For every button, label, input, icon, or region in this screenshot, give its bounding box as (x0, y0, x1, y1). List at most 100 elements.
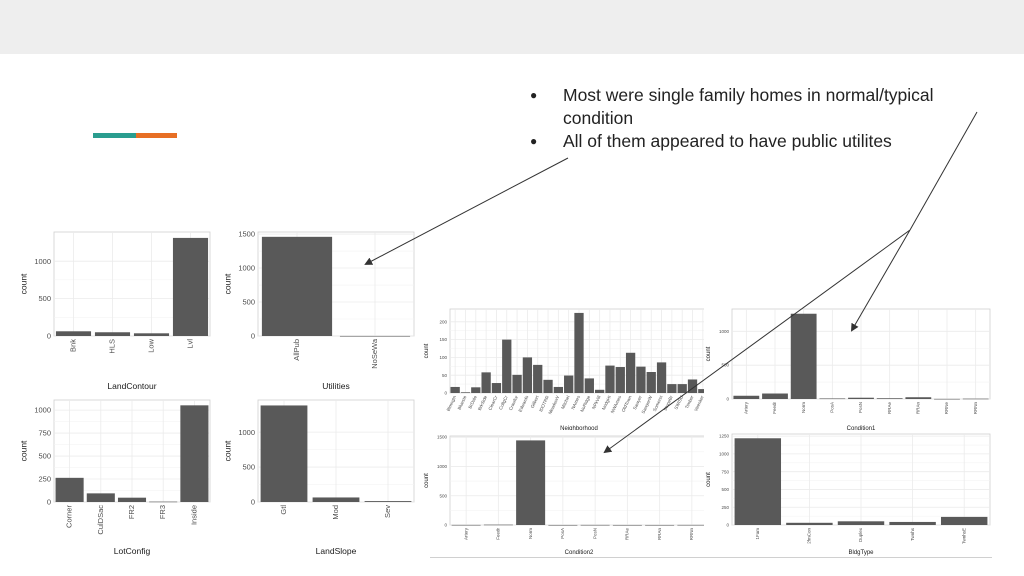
x-tick-label: Gtl (279, 505, 288, 515)
y-axis-label: count (424, 473, 430, 488)
x-tick-label: FR3 (158, 505, 167, 519)
y-tick-label: 500 (242, 298, 255, 307)
x-tick-label: Low (146, 338, 155, 352)
y-tick-label: 150 (439, 337, 447, 342)
x-axis-label: Utilities (322, 381, 349, 391)
y-tick-label: 0 (726, 397, 729, 402)
x-tick-label: Inside (189, 505, 198, 525)
bar-norm (516, 440, 546, 525)
x-tick-label: RRAn (657, 528, 662, 541)
bar-corner (55, 477, 84, 502)
bar-lvl (172, 237, 209, 336)
x-tick-label: SWISU (673, 395, 684, 410)
plot-panel (449, 435, 709, 526)
y-axis-label: count (19, 440, 29, 461)
y-tick-label: 1000 (437, 464, 448, 469)
x-tick-label: BrDale (467, 394, 478, 409)
bar-stonebr (667, 384, 677, 393)
bar-fr2 (117, 497, 147, 502)
bar-allpub (261, 236, 333, 336)
y-axis-label: count (706, 472, 712, 487)
x-axis-label: Condition2 (565, 550, 594, 556)
y-axis-label: count (19, 273, 29, 294)
bar-somerst (656, 362, 667, 393)
x-tick-label: 1Fam (755, 528, 760, 540)
x-tick-label: Artery (463, 527, 468, 540)
chart-condition1: 0 500 1000 Artery Feedr Norm PosA PosN RRAe RRAn R… (704, 305, 994, 433)
x-axis-label: BldgType (848, 550, 874, 556)
chart-svg: 0 500 1000 1500 AllPub NoSeWa Utilities count (223, 230, 415, 391)
x-tick-label: Twnhs (910, 527, 915, 541)
y-tick-label: 0 (47, 332, 51, 341)
bar-posa (819, 398, 846, 400)
x-tick-label: PosA (830, 402, 835, 413)
x-tick-label: Lvl (185, 339, 194, 349)
bar-rran (645, 524, 675, 526)
x-tick-label: Bnk (68, 339, 77, 352)
x-tick-label: NPkVill (591, 395, 602, 410)
chart-svg: 0 250 500 750 1000 1250 1Fam 2fmCon Duplex Twnhs T… (706, 433, 991, 556)
x-tick-label: OldTown (621, 394, 633, 412)
bar-artery (451, 524, 481, 526)
y-tick-label: 1500 (437, 435, 448, 440)
x-tick-label: RRNn (689, 528, 694, 541)
x-tick-label: Blueste (457, 394, 468, 410)
bar-npkvill (594, 389, 605, 393)
x-tick-label: Crawfor (508, 394, 519, 411)
bar-mitchel (564, 375, 574, 393)
y-tick-label: 0 (444, 391, 447, 396)
y-tick-label: 1000 (719, 451, 730, 456)
bar-rrnn (677, 524, 707, 526)
y-tick-label: 500 (439, 493, 447, 498)
bar-nwames (615, 367, 625, 393)
x-tick-label: AllPub (292, 339, 301, 361)
bar-names (574, 312, 584, 393)
y-axis-label: count (424, 343, 430, 358)
x-tick-label: FR2 (127, 505, 136, 519)
bar-gtl (260, 405, 308, 502)
x-tick-label: 2fmCon (807, 528, 812, 544)
x-tick-label: PosA (560, 528, 565, 539)
x-tick-label: Gilbert (530, 394, 540, 409)
bar-edwards (522, 357, 533, 393)
chart-svg: 0 250 500 750 1000 Corner CulDSac FR2 FR3 Inside L… (19, 399, 211, 556)
bar-posa (548, 524, 578, 526)
y-tick-label: 50 (442, 373, 448, 378)
y-tick-label: 750 (721, 469, 729, 474)
x-tick-label: CollgCr (498, 394, 509, 410)
x-tick-label: CulDSac (96, 505, 105, 535)
bar-rrne (934, 398, 960, 400)
y-tick-label: 1000 (238, 264, 255, 273)
y-tick-label: 100 (439, 355, 447, 360)
x-tick-label: BrkSide (477, 394, 488, 411)
x-axis-label: LandContour (107, 381, 156, 391)
bar-blmngtn (450, 386, 460, 393)
bar-idotrr (543, 379, 553, 393)
y-tick-label: 0 (726, 523, 729, 528)
y-tick-label: 1500 (238, 230, 255, 239)
bar-crawfor (512, 374, 522, 393)
chart-utilities: 0 500 1000 1500 AllPub NoSeWa Utilities count (222, 222, 422, 392)
x-tick-label: NoSeWa (370, 338, 379, 369)
chart-bldgtype: 0 250 500 750 1000 1250 1Fam 2fmCon Duplex Twnhs T… (704, 430, 994, 557)
chart-landslope: 0 500 1000 Gtl Mod Sev LandSlope count (222, 392, 422, 557)
x-tick-label: RRNe (944, 402, 949, 415)
y-tick-label: 500 (721, 363, 729, 368)
bar-fr3 (149, 501, 178, 503)
y-tick-label: 500 (38, 294, 51, 303)
slide-header-bar (0, 0, 1024, 54)
x-tick-label: RRAe (625, 528, 630, 541)
x-tick-label: PosN (592, 528, 597, 539)
x-tick-label: Edwards (517, 394, 529, 413)
bar-oldtown (625, 352, 636, 393)
bar-rran (905, 397, 932, 399)
bar-feedr (483, 524, 513, 526)
y-tick-label: 250 (721, 505, 729, 510)
x-tick-label: Sev (383, 505, 392, 518)
bar-rrnn (962, 398, 989, 400)
x-tick-label: Norm (801, 402, 806, 413)
x-tick-label: Timber (684, 394, 695, 409)
bullet-list: Most were single family homes in normal/… (530, 84, 1000, 153)
y-tick-label: 750 (38, 429, 51, 438)
